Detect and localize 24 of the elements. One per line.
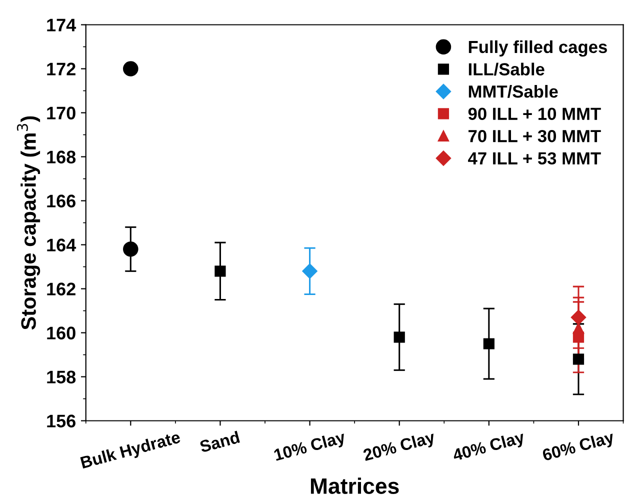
legend-label: ILL/Sable	[468, 62, 544, 76]
y-tick-label: 174	[47, 18, 76, 32]
legend-label: 90 ILL + 10 MMT	[468, 108, 601, 120]
y-tick-label: 164	[47, 238, 76, 252]
y-tick-label: 170	[47, 106, 76, 120]
x-tick-label: 40% Clay	[452, 430, 526, 464]
legend-label: MMT/Sable	[468, 84, 558, 98]
legend-label: Fully filled cages	[468, 40, 607, 57]
legend-label: 47 ILL + 53 MMT	[468, 152, 601, 165]
y-tick-label: 160	[47, 326, 76, 340]
x-tick-label: Sand	[198, 430, 240, 453]
y-tick-label: 168	[47, 150, 76, 164]
y-tick-label: 162	[47, 282, 76, 296]
y-axis-title: Storage capacity (m$^{3}$)	[16, 116, 40, 330]
y-tick-label: 172	[47, 62, 76, 76]
y-tick-label: 156	[47, 414, 76, 428]
x-tick-label: Bulk Hydrate	[80, 430, 182, 472]
y-tick-label: 158	[47, 370, 76, 384]
x-axis-title: Matrices	[310, 478, 399, 494]
x-tick-label: 60% Clay	[542, 430, 616, 464]
legend-label: 70 ILL + 30 MMT	[468, 130, 601, 142]
y-tick-label: 166	[47, 194, 76, 208]
x-tick-label: 20% Clay	[362, 430, 437, 464]
x-tick-label: 10% Clay	[273, 430, 348, 464]
